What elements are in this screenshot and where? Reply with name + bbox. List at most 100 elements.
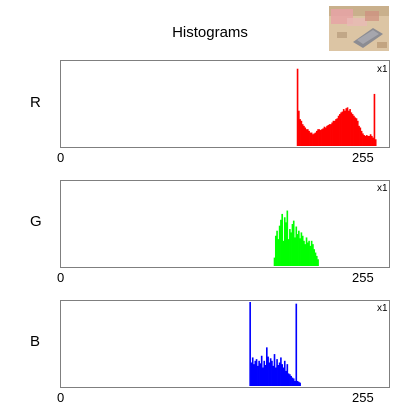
histogram-bar-b: [257, 365, 259, 386]
histogram-bar-r: [367, 135, 369, 146]
histogram-bar-g: [300, 232, 303, 266]
histogram-bar-b: [287, 373, 290, 386]
histogram-bar-b: [298, 381, 300, 386]
histogram-bar-r: [346, 107, 349, 146]
histogram-bar-g: [295, 226, 298, 266]
histogram-bar-r: [321, 129, 323, 146]
histogram-bar-b: [255, 359, 258, 386]
histogram-bar-b: [262, 367, 264, 386]
histogram-bar-g: [307, 242, 309, 266]
histogram-bar-r: [360, 130, 363, 146]
histogram-bar-r: [335, 119, 337, 146]
axis-min-label-b: 0: [57, 390, 65, 405]
histogram-bar-r: [300, 120, 303, 146]
axis-max-label-b: 255: [352, 390, 374, 405]
histogram-bar-g: [286, 210, 289, 266]
histogram-bar-r: [363, 135, 366, 146]
histogram-bar-b: [269, 358, 272, 386]
histogram-bar-g: [291, 224, 294, 266]
histogram-bar-g: [276, 230, 278, 266]
histogram-bar-b: [263, 360, 266, 386]
histogram-bar-g: [298, 230, 300, 266]
histogram-bar-g: [303, 240, 305, 266]
histogram-bar-r: [339, 114, 341, 146]
histogram-bar-r: [351, 114, 354, 146]
scale-label-r: x1: [377, 64, 388, 75]
histogram-bar-r: [369, 134, 372, 146]
histogram-bar-r: [337, 115, 340, 146]
histogram-bar-g: [315, 255, 318, 266]
histogram-bar-b: [251, 357, 254, 386]
histogram-bar-r: [322, 128, 325, 146]
scale-label-b: x1: [377, 303, 388, 314]
histogram-bar-r: [308, 130, 310, 146]
histogram-bar-r: [348, 110, 350, 146]
histogram-bar-b: [274, 367, 277, 386]
window-title: Histograms: [172, 24, 248, 41]
histogram-bar-r: [314, 132, 317, 146]
histogram-bar-b: [289, 374, 291, 386]
histogram-bar-g: [309, 245, 312, 266]
histogram-bar-b: [286, 364, 289, 386]
histogram-plot-r: [60, 60, 390, 148]
histogram-bar-g: [277, 239, 280, 266]
histogram-bar-r: [318, 129, 321, 146]
histogram-bar-r: [323, 126, 326, 146]
scale-label-g: x1: [377, 183, 388, 194]
histogram-bar-g: [310, 240, 313, 266]
histogram-bar-r: [355, 118, 358, 146]
histogram-bar-b: [292, 378, 295, 386]
histogram-bar-r: [324, 127, 327, 146]
histogram-bar-b: [264, 365, 267, 386]
histogram-bar-r: [365, 135, 368, 146]
histogram-bar-r: [345, 108, 348, 146]
histogram-bar-b: [253, 364, 255, 386]
histogram-bar-r: [332, 120, 335, 146]
histogram-bar-g: [273, 257, 276, 266]
histogram-bar-b: [277, 365, 280, 386]
histogram-bar-r: [364, 135, 367, 146]
axis-min-label-r: 0: [57, 150, 65, 165]
histogram-bar-r: [349, 109, 351, 146]
histogram-bar-b: [267, 356, 269, 386]
histogram-bar-r: [307, 129, 309, 146]
histogram-bar-r: [317, 129, 319, 146]
histogram-bar-r: [350, 112, 353, 146]
histogram-bar-r: [341, 111, 344, 146]
histogram-bar-b: [291, 377, 294, 386]
histogram-bar-b: [266, 347, 268, 386]
axis-min-label-g: 0: [57, 270, 65, 285]
histogram-bar-g: [282, 240, 285, 266]
histogram-bar-r: [342, 109, 345, 146]
histogram-bar-r: [305, 129, 308, 146]
histogram-bar-r: [301, 124, 304, 146]
histogram-bar-g: [280, 219, 282, 266]
histogram-bar-r: [356, 120, 359, 146]
histogram-bar-g: [301, 235, 304, 266]
histogram-bar-r: [309, 132, 312, 146]
histogram-bar-r: [333, 120, 336, 146]
image-thumbnail[interactable]: [329, 6, 389, 51]
histogram-bar-b: [290, 375, 292, 386]
histogram-chart-g: [273, 210, 319, 266]
histogram-bar-r: [373, 93, 376, 146]
histogram-bar-r: [368, 135, 371, 146]
histogram-bar-b: [273, 354, 276, 386]
histogram-bar-b: [282, 367, 285, 386]
histogram-bar-g: [290, 232, 292, 266]
histogram-bar-r: [328, 124, 331, 146]
histogram-bar-g: [304, 244, 307, 266]
histogram-bar-r: [340, 112, 342, 146]
histogram-bar-r: [372, 137, 374, 146]
histogram-bar-b: [295, 303, 298, 386]
histogram-bar-b: [285, 370, 287, 386]
histogram-bar-r: [354, 117, 357, 146]
histogram-bar-r: [336, 118, 339, 146]
histogram-bar-b: [281, 364, 284, 386]
histogram-bar-g: [287, 239, 290, 266]
histogram-bar-g: [314, 252, 317, 266]
histogram-bar-r: [326, 125, 328, 146]
axis-max-label-r: 255: [352, 150, 374, 165]
histogram-bar-b: [276, 359, 278, 386]
histogram-bar-g: [283, 217, 286, 266]
